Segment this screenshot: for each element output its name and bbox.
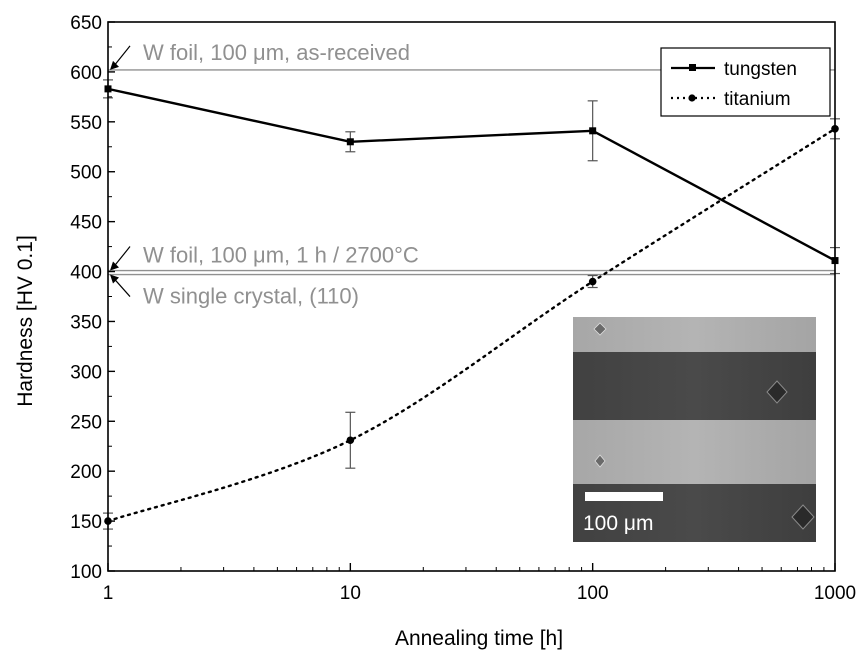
reference-label: W single crystal, (110) bbox=[143, 284, 359, 309]
y-tick-label: 500 bbox=[70, 163, 102, 184]
reference-arrowhead bbox=[110, 261, 119, 271]
y-tick-label: 450 bbox=[70, 213, 102, 234]
reference-arrowhead bbox=[110, 60, 119, 70]
indent-mark bbox=[593, 322, 607, 336]
indent-mark bbox=[766, 380, 788, 404]
data-point-titanium bbox=[588, 277, 597, 286]
x-tick-label: 10 bbox=[340, 583, 361, 604]
y-tick-label: 300 bbox=[70, 362, 102, 383]
reference-arrowhead bbox=[110, 274, 119, 284]
series-line-titanium bbox=[106, 127, 837, 523]
y-tick-label: 200 bbox=[70, 462, 102, 483]
indent-mark bbox=[791, 504, 815, 530]
legend-marker-titanium bbox=[688, 94, 696, 102]
legend-marker-tungsten bbox=[689, 64, 696, 71]
reference-arrow bbox=[113, 278, 131, 297]
y-tick-label: 150 bbox=[70, 512, 102, 533]
y-tick-label: 250 bbox=[70, 412, 102, 433]
inset-stripe-light-1 bbox=[573, 317, 816, 352]
x-axis-label: Annealing time [h] bbox=[395, 627, 563, 650]
x-tick-label: 1000 bbox=[814, 583, 856, 604]
y-axis-label: Hardness [HV 0.1] bbox=[14, 235, 37, 407]
y-tick-label: 400 bbox=[70, 263, 102, 284]
data-point-tungsten bbox=[346, 138, 354, 146]
x-tick-label: 1 bbox=[103, 583, 114, 604]
scale-bar-label: 100 μm bbox=[583, 512, 653, 535]
x-tick-label: 100 bbox=[577, 583, 609, 604]
series-line-tungsten bbox=[107, 87, 836, 262]
legend: tungsten titanium bbox=[660, 47, 831, 117]
reference-label: W foil, 100 μm, as-received bbox=[143, 40, 410, 65]
data-point-titanium bbox=[346, 436, 355, 445]
indent-mark bbox=[594, 454, 606, 468]
reference-arrow bbox=[113, 45, 131, 67]
reference-arrow bbox=[113, 246, 131, 267]
y-tick-label: 350 bbox=[70, 312, 102, 333]
y-tick-label: 550 bbox=[70, 113, 102, 134]
legend-label-tungsten: tungsten bbox=[724, 59, 797, 80]
inset-micrograph: 100 μm bbox=[573, 317, 816, 542]
reference-label: W foil, 100 μm, 1 h / 2700°C bbox=[143, 243, 419, 268]
y-tick-label: 600 bbox=[70, 63, 102, 84]
scale-bar bbox=[585, 492, 663, 501]
legend-label-titanium: titanium bbox=[724, 89, 791, 110]
y-tick-label: 650 bbox=[70, 13, 102, 34]
legend-box bbox=[660, 47, 831, 117]
y-tick-label: 100 bbox=[70, 562, 102, 583]
inset-stripe-light-2 bbox=[573, 420, 816, 484]
data-point-tungsten bbox=[589, 127, 597, 135]
